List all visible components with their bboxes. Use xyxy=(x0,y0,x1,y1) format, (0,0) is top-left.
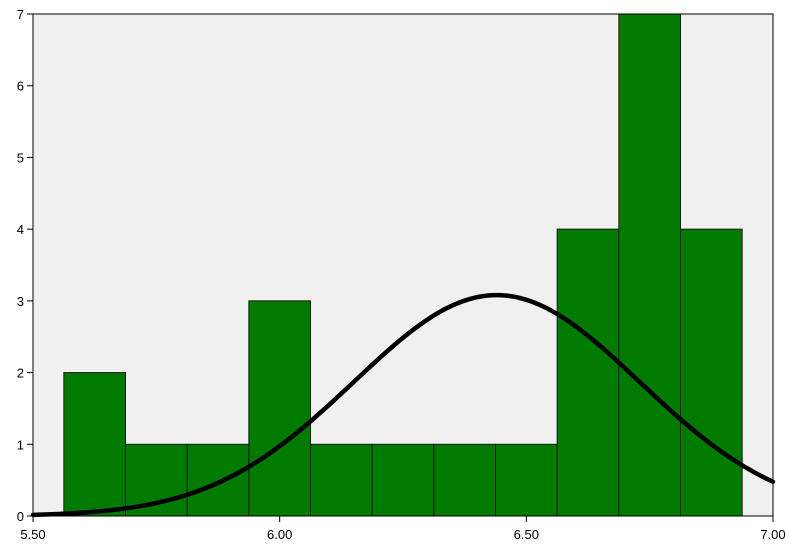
x-tick-label: 6.50 xyxy=(514,527,539,542)
histogram-bar-10 xyxy=(618,13,681,517)
y-tick-label: 2 xyxy=(17,366,24,381)
x-axis-ticks: 5.50 6.00 6.50 7.00 xyxy=(20,516,786,542)
histogram-bar-8 xyxy=(495,443,558,517)
y-tick-label: 4 xyxy=(17,222,24,237)
y-tick-label: 6 xyxy=(17,79,24,94)
histogram-bar-4 xyxy=(248,300,311,517)
histogram-bars xyxy=(63,13,743,517)
histogram-bar-6 xyxy=(371,443,435,517)
plot-frame xyxy=(32,13,774,517)
normal-curve xyxy=(30,292,776,518)
histogram-bar-7 xyxy=(433,443,497,517)
y-tick-label: 1 xyxy=(17,437,24,452)
y-axis-ticks: 0 1 2 3 4 5 6 7 xyxy=(17,7,33,524)
histogram-bar-11 xyxy=(680,228,743,517)
axes xyxy=(32,13,774,517)
y-tick-label: 7 xyxy=(17,7,24,22)
x-tick-label: 7.00 xyxy=(760,527,785,542)
histogram-bar-9 xyxy=(556,228,620,517)
y-tick-label: 0 xyxy=(17,509,24,524)
histogram-bar-1 xyxy=(63,372,126,517)
x-tick-label: 6.00 xyxy=(267,527,292,542)
y-tick-label: 5 xyxy=(17,150,24,165)
y-tick-label: 3 xyxy=(17,294,24,309)
histogram-bar-3 xyxy=(186,443,250,517)
x-tick-label: 5.50 xyxy=(20,527,45,542)
histogram-bar-5 xyxy=(310,443,373,517)
